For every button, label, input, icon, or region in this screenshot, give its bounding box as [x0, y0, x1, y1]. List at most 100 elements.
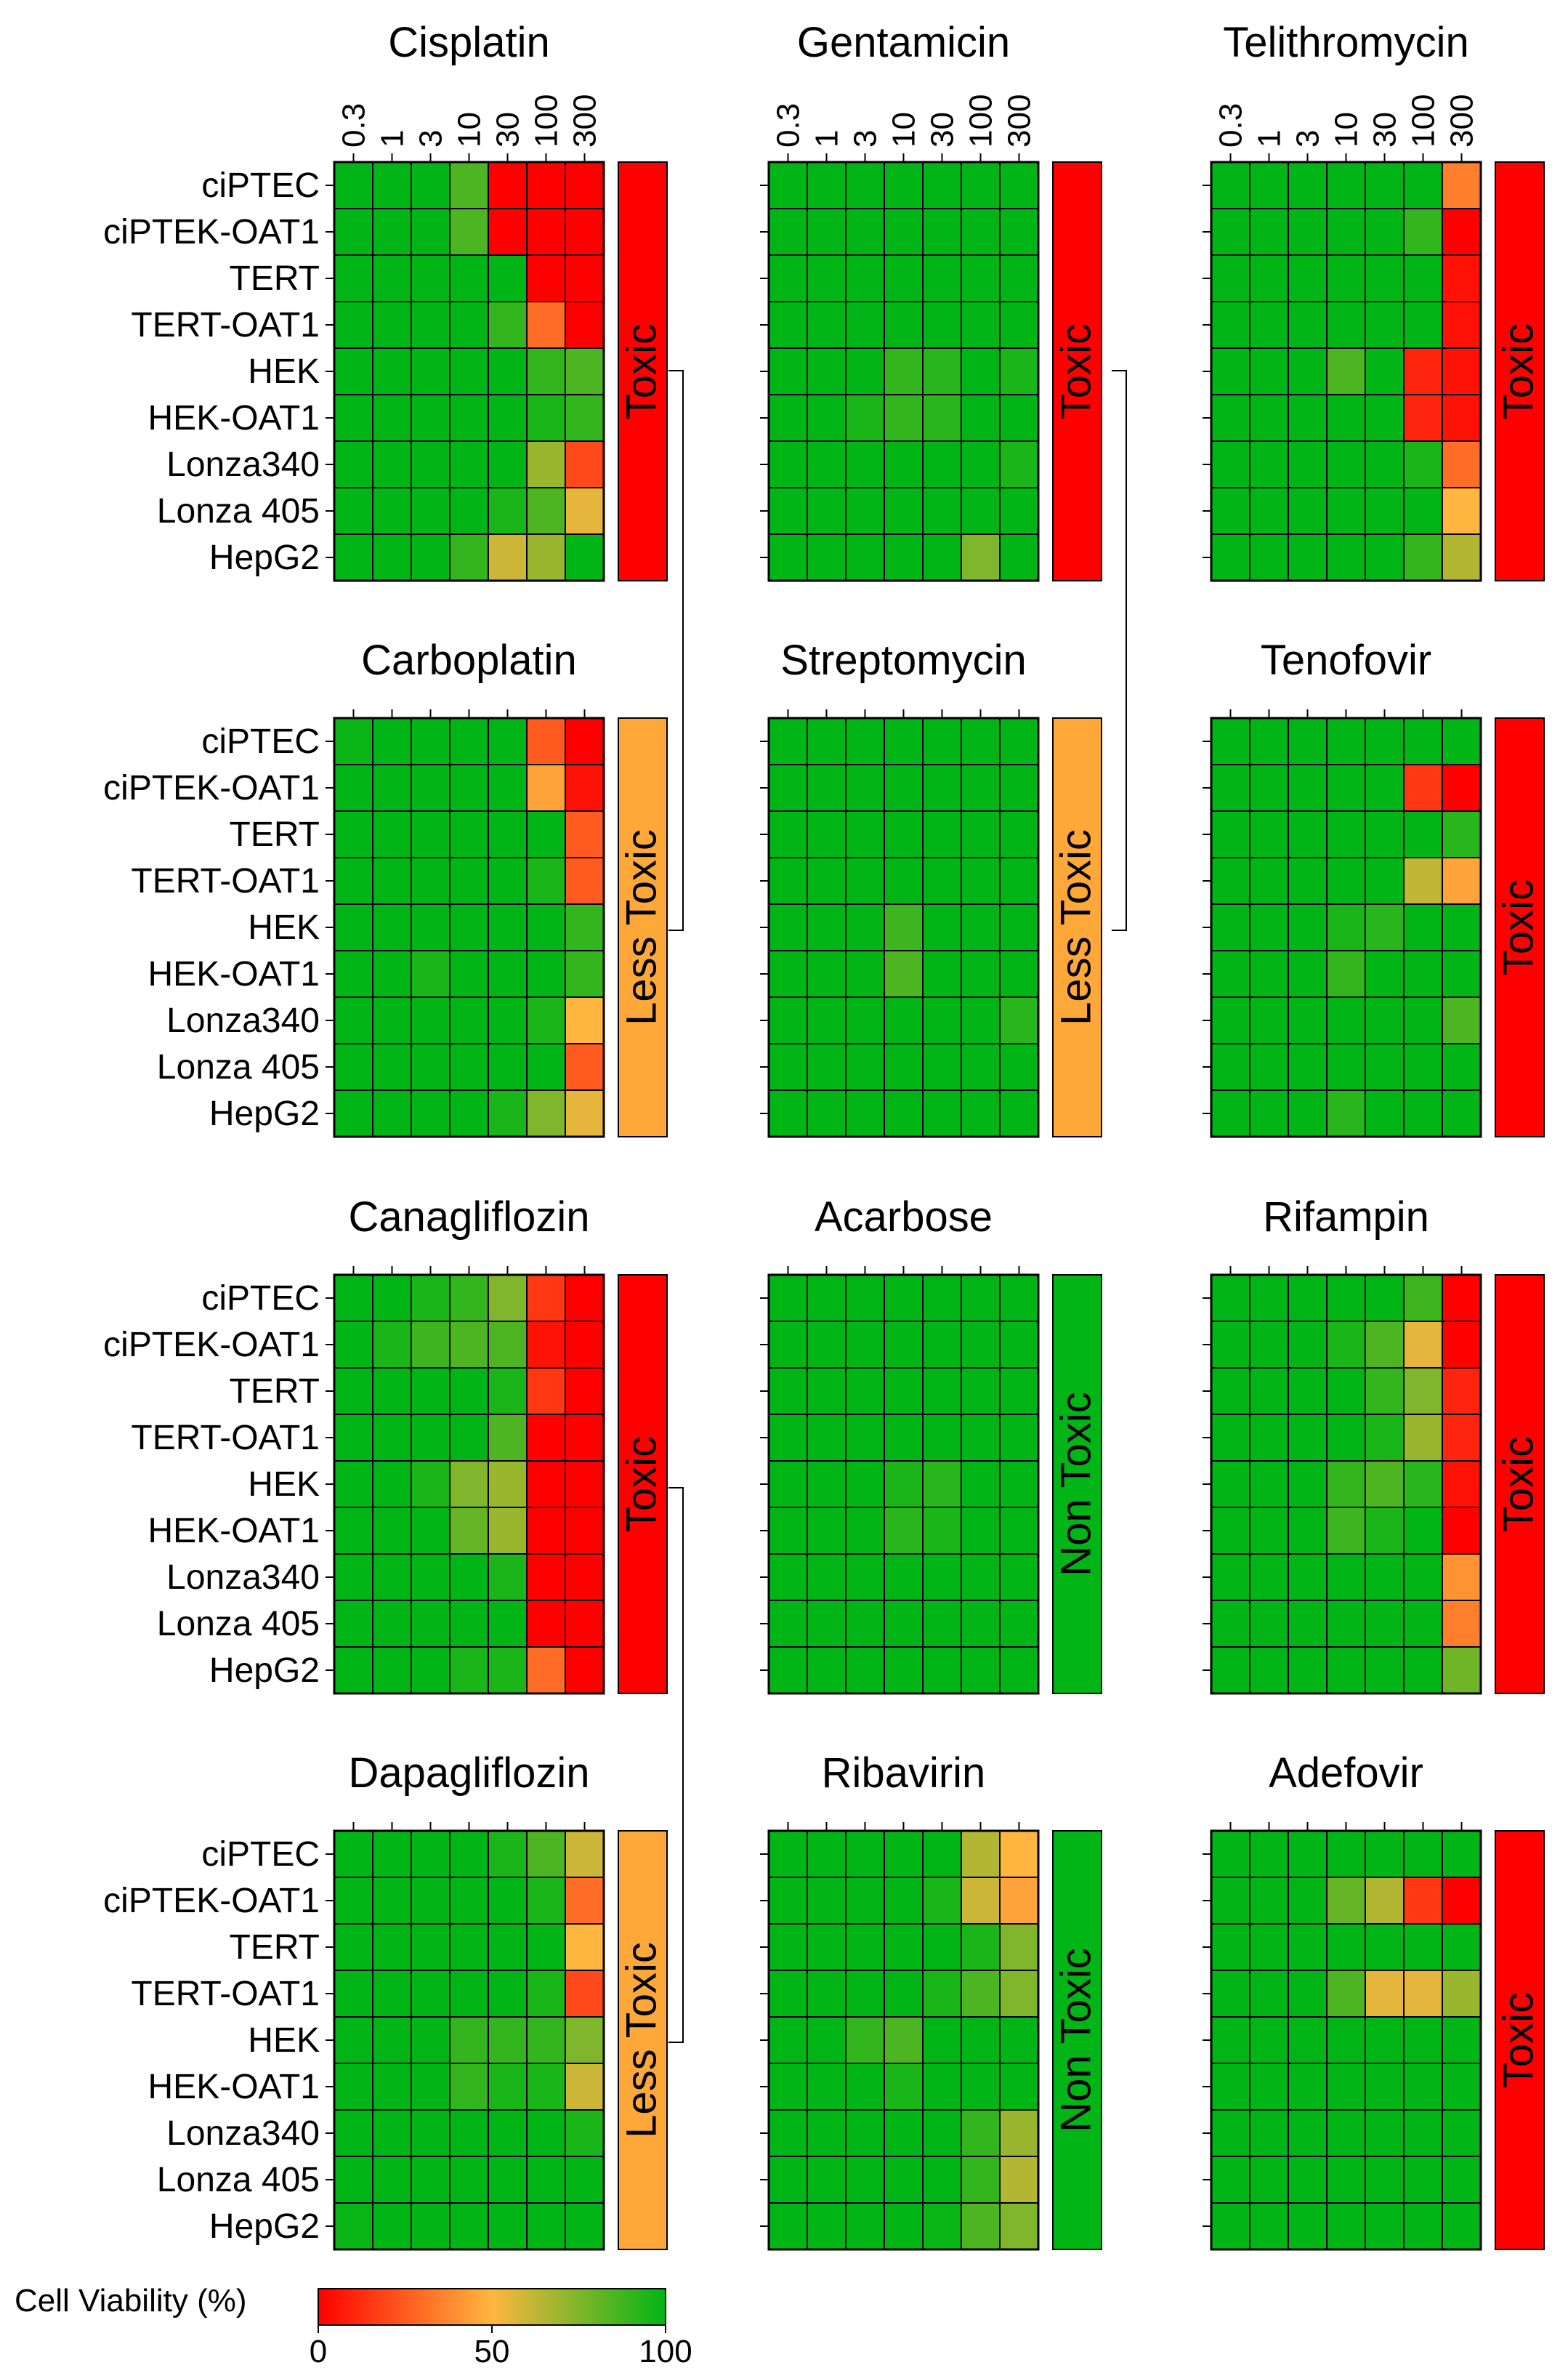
heatmap-cell: [807, 1646, 846, 1694]
heatmap-cell: [1288, 161, 1327, 209]
heatmap-cell: [565, 2156, 605, 2204]
heatmap-cell: [768, 810, 808, 858]
heatmap-cell: [1211, 2202, 1250, 2250]
heatmap-cell: [449, 440, 489, 488]
heatmap-cell: [961, 1646, 1001, 1694]
heatmap-cell: [334, 1274, 373, 1322]
heatmap-cell: [807, 301, 846, 349]
heatmap-cell: [372, 1089, 412, 1137]
heatmap-cell: [1288, 301, 1327, 349]
heatmap-cell: [807, 347, 846, 395]
heatmap-cell: [334, 347, 373, 395]
heatmap-cell: [1326, 1414, 1366, 1462]
concentration-label: 100: [963, 94, 999, 148]
heatmap-cell: [1403, 810, 1443, 858]
heatmap-cell: [1249, 533, 1289, 581]
heatmap-cell: [845, 440, 885, 488]
heatmap-cell: [961, 857, 1001, 905]
heatmap-cell: [807, 996, 846, 1044]
heatmap-cell: [334, 301, 373, 349]
heatmap-cell: [1326, 347, 1366, 395]
heatmap-cell: [488, 1321, 528, 1369]
heatmap-cell: [488, 1923, 528, 1971]
heatmap-cell: [1288, 1460, 1327, 1508]
heatmap-cell: [845, 810, 885, 858]
heatmap-cell: [768, 1923, 808, 1971]
heatmap-cell: [526, 394, 566, 442]
heatmap-cell: [334, 2202, 373, 2250]
heatmap-cell: [334, 950, 373, 998]
heatmap-cell: [488, 1646, 528, 1694]
concentration-label: 10: [1329, 112, 1365, 148]
heatmap-cell: [1211, 208, 1250, 256]
panel-gentamicin: Gentamicin 0.3 1 3 10 30 100 300 Toxic: [760, 19, 1102, 582]
heatmap-cell: [807, 810, 846, 858]
heatmap-cell: [999, 440, 1039, 488]
cell-line-label: ciPTEK-OAT1: [103, 213, 320, 251]
heatmap-cell: [999, 533, 1039, 581]
heatmap-cell: [999, 996, 1039, 1044]
heatmap-cell: [1288, 950, 1327, 998]
heatmap-cell: [488, 1367, 528, 1415]
heatmap-cell: [334, 857, 373, 905]
heatmap-cell: [1442, 254, 1482, 302]
heatmap-cell: [1326, 2202, 1366, 2250]
heatmap-cell: [565, 1043, 605, 1091]
heatmap-cell: [999, 1507, 1039, 1555]
heatmap-cell: [768, 2109, 808, 2157]
heatmap-cell: [449, 254, 489, 302]
heatmap-cell: [845, 254, 885, 302]
heatmap-cell: [1365, 1507, 1405, 1555]
heatmap-cell: [845, 2109, 885, 2157]
category-bar: [618, 161, 668, 581]
heatmap-cell: [999, 1877, 1039, 1925]
heatmap-cell: [768, 254, 808, 302]
heatmap-cell: [999, 1414, 1039, 1462]
heatmap-cell: [999, 764, 1039, 812]
heatmap-cell: [1365, 440, 1405, 488]
heatmap-cell: [1442, 996, 1482, 1044]
heatmap-cell: [334, 1460, 373, 1508]
heatmap-cell: [449, 1600, 489, 1648]
heatmap-cell: [768, 1321, 808, 1369]
heatmap-cell: [372, 533, 412, 581]
heatmap-cell: [884, 254, 924, 302]
heatmap-cell: [845, 2063, 885, 2111]
colorbar-tick-50: 50: [474, 2334, 510, 2369]
heatmap-cell: [1326, 1043, 1366, 1091]
heatmap-cell: [807, 857, 846, 905]
heatmap-cell: [1288, 903, 1327, 951]
heatmap-cell: [1442, 1414, 1482, 1462]
heatmap-cell: [1365, 1877, 1405, 1925]
heatmap-cell: [961, 950, 1001, 998]
heatmap-cell: [372, 1367, 412, 1415]
heatmap-cell: [1326, 1600, 1366, 1648]
heatmap-cell: [526, 1089, 566, 1137]
heatmap-cell: [1365, 208, 1405, 256]
panel-dapagliflozin: Dapagliflozin ciPTEC ciPTEK-OAT1 TERT TERT-O…: [103, 1749, 668, 2251]
heatmap-cell: [372, 857, 412, 905]
heatmap-cell: [1288, 2016, 1327, 2064]
heatmap-cell: [961, 1970, 1001, 2018]
heatmap-cell: [1403, 2202, 1443, 2250]
heatmap-cell: [807, 1507, 846, 1555]
heatmap-cell: [961, 1600, 1001, 1648]
heatmap-cell: [334, 254, 373, 302]
heatmap-cell: [768, 1877, 808, 1925]
heatmap-cell: [1442, 1830, 1482, 1878]
heatmap-cell: [845, 717, 885, 765]
heatmap-cell: [565, 2016, 605, 2064]
heatmap-cell: [411, 1646, 450, 1694]
heatmap-cell: [961, 1414, 1001, 1462]
heatmap-cell: [768, 2016, 808, 2064]
heatmap-cell: [334, 1321, 373, 1369]
heatmap-cell: [1326, 1507, 1366, 1555]
heatmap-cell: [449, 1646, 489, 1694]
heatmap-cell: [411, 1414, 450, 1462]
heatmap-cell: [1326, 161, 1366, 209]
heatmap-cell: [1403, 2109, 1443, 2157]
heatmap-cell: [1365, 533, 1405, 581]
heatmap-cell: [999, 950, 1039, 998]
heatmap-cell: [334, 533, 373, 581]
